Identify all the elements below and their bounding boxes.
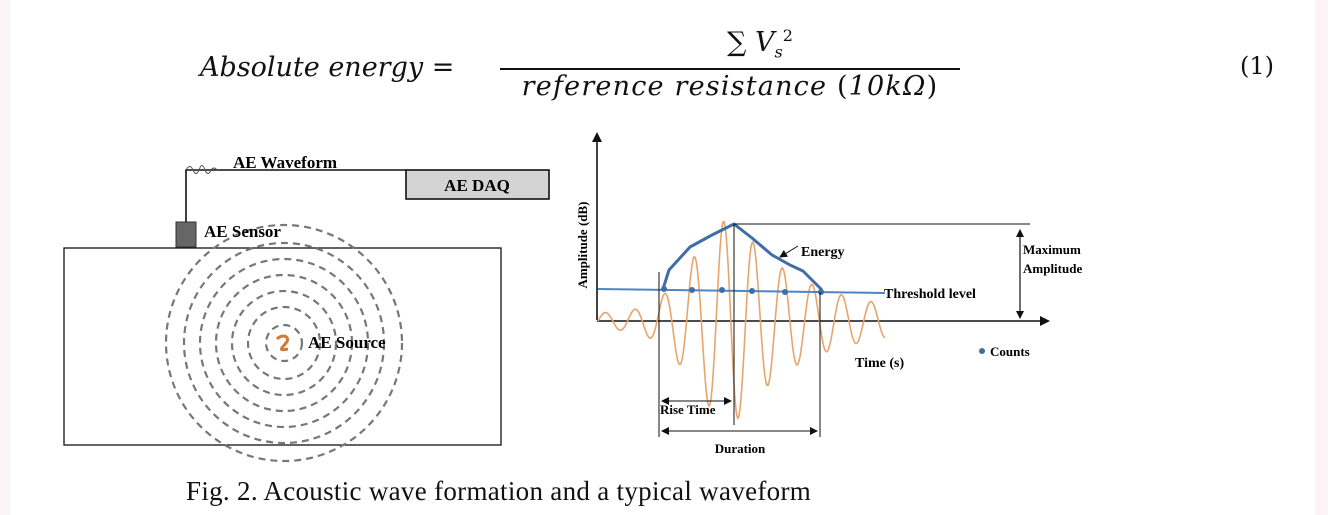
count-dot: [689, 287, 695, 293]
energy-envelope: [661, 222, 824, 292]
count-dot: [719, 287, 725, 293]
burst-waveform: [597, 220, 886, 421]
x-axis-label: Time (s): [855, 356, 904, 371]
specimen-block: [63, 247, 502, 446]
duration-label: Duration: [715, 441, 766, 456]
wave-ring: [164, 223, 404, 463]
equation-number: (1): [1240, 52, 1274, 80]
ae-waveform-label: AE Waveform: [233, 153, 337, 172]
ae-source-squiggle: [275, 334, 290, 352]
equation-lhs: Absolute energy =: [200, 52, 454, 83]
waveform-plot: Amplitude (dB) Time (s) Threshold level …: [575, 132, 1082, 456]
equation-numerator: ∑ Vs2: [560, 26, 960, 61]
specimen-diagram: AE Source AE Sensor AE Waveform AE DAQ: [63, 153, 550, 463]
ae-daq-box: [405, 169, 550, 200]
wave-rings: [164, 223, 404, 463]
threshold-label: Threshold level: [884, 287, 976, 302]
equation-equals: =: [431, 52, 455, 83]
sigma-symbol: ∑: [727, 27, 747, 58]
energy-label: Energy: [801, 245, 845, 260]
ae-sensor: [175, 221, 197, 248]
ae-sensor-label: AE Sensor: [204, 222, 281, 241]
sensor-cable: [185, 169, 406, 222]
numerator-variable: V: [754, 27, 775, 58]
denominator-value: 10kΩ: [848, 71, 927, 102]
denominator-paren-close: ): [926, 71, 939, 102]
count-dot: [782, 289, 788, 295]
wave-ring: [198, 257, 370, 429]
wave-ring: [182, 241, 386, 445]
wave-ring: [230, 289, 338, 397]
count-dots: [661, 286, 824, 295]
wave-ring: [246, 305, 322, 381]
max-amplitude-label-1: Maximum: [1023, 242, 1081, 257]
equation-lhs-text: Absolute energy: [200, 52, 424, 83]
numerator-subscript: s: [774, 42, 783, 62]
numerator-superscript: 2: [782, 26, 793, 45]
counts-legend-label: Counts: [990, 344, 1030, 359]
max-amplitude-label-2: Amplitude: [1023, 261, 1082, 276]
count-dot: [749, 288, 755, 294]
energy-equation: Absolute energy = ∑ Vs2 reference resist…: [200, 26, 990, 110]
y-axis-label: Amplitude (dB): [575, 201, 590, 288]
figure-caption: Fig. 2. Acoustic wave formation and a ty…: [186, 476, 812, 506]
energy-pointer: [779, 245, 799, 258]
count-dot: [661, 286, 667, 292]
ae-source-label: AE Source: [308, 333, 386, 352]
fraction-bar: [500, 68, 960, 70]
counts-legend-dot: [979, 348, 985, 354]
rise-time-label: Rise Time: [660, 402, 716, 417]
ae-waveform-squiggle: [185, 165, 218, 174]
wave-ring: [214, 273, 354, 413]
equation-denominator: reference resistance (10kΩ): [500, 71, 960, 102]
threshold-line: [597, 288, 886, 294]
wave-ring: [264, 323, 304, 363]
count-dot: [818, 289, 824, 295]
denominator-text: reference resistance: [521, 71, 837, 102]
denominator-paren-open: (: [836, 71, 849, 102]
ae-daq-label: AE DAQ: [444, 176, 510, 195]
